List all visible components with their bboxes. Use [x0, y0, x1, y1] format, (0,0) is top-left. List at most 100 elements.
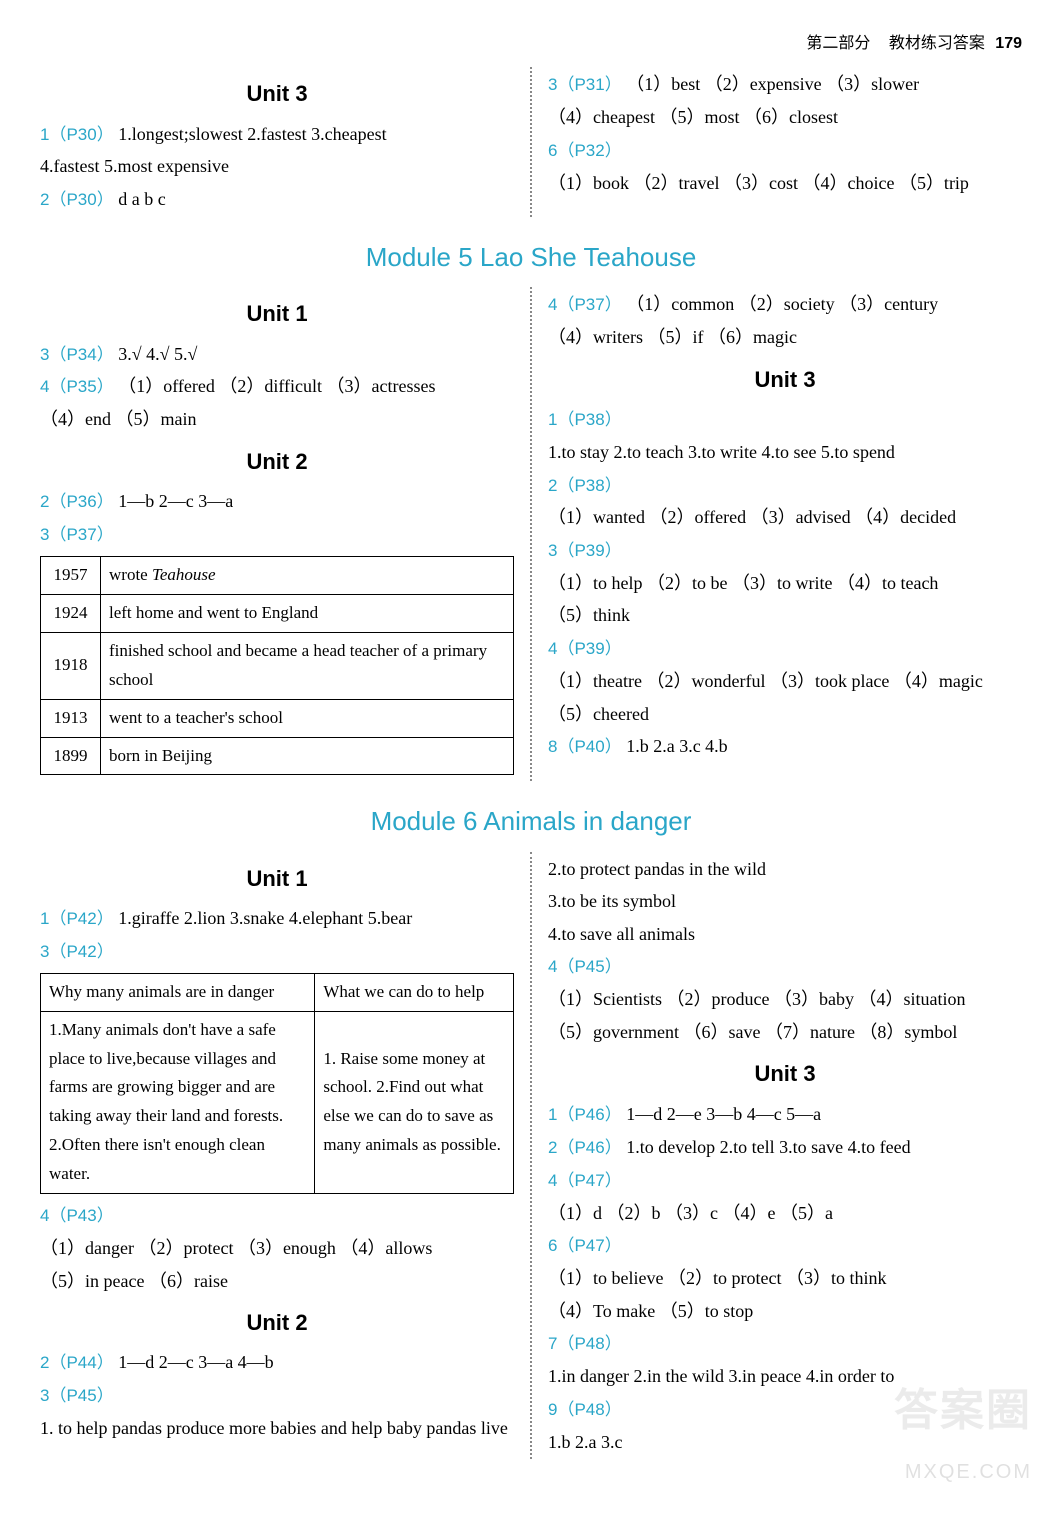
qref: 3（P45） [40, 1386, 114, 1405]
answer-text: 3.√ 4.√ 5.√ [118, 344, 197, 364]
qref: 4（P39） [548, 639, 622, 658]
qref: 6（P32） [548, 141, 622, 160]
qref: 4（P35） [40, 377, 114, 396]
m5-left: Unit 1 3（P34） 3.√ 4.√ 5.√ 4（P35） （1）offe… [40, 287, 514, 781]
m5-right: 4（P37） （1）common （2）society （3）century （… [548, 287, 1022, 781]
answer-text: （1）d （2）b （3）c （4）e （5）a [548, 1198, 1022, 1229]
answer-text: 1—d 2—e 3—b 4—c 5—a [626, 1104, 821, 1124]
qref: 4（P37） [548, 295, 622, 314]
answer-text: （1）best （2）expensive （3）slower [626, 74, 919, 94]
qref: 1（P42） [40, 909, 114, 928]
top-block: Unit 3 1（P30） 1.longest;slowest 2.fastes… [40, 67, 1022, 217]
answer-text: （5）cheered [548, 699, 1022, 730]
watermark-text: 答案圈 [894, 1374, 1032, 1449]
event-cell: born in Beijing [101, 737, 514, 775]
answer-text: 1. to help pandas produce more babies an… [40, 1413, 514, 1444]
qref: 9（P48） [548, 1400, 622, 1419]
answer-text: 1.longest;slowest 2.fastest 3.cheapest [118, 124, 386, 144]
answer-text: （5）government （6）save （7）nature （8）symbo… [548, 1017, 1022, 1048]
table-row: 1.Many animals don't have a safe place t… [41, 1011, 514, 1193]
answer-text: 1.giraffe 2.lion 3.snake 4.elephant 5.be… [118, 908, 412, 928]
qref: 3（P39） [548, 541, 622, 560]
table-row: 1913went to a teacher's school [41, 699, 514, 737]
year-cell: 1913 [41, 699, 101, 737]
m6-left: Unit 1 1（P42） 1.giraffe 2.lion 3.snake 4… [40, 852, 514, 1460]
m6-block: Unit 1 1（P42） 1.giraffe 2.lion 3.snake 4… [40, 852, 1022, 1460]
m5-block: Unit 1 3（P34） 3.√ 4.√ 5.√ 4（P35） （1）offe… [40, 287, 1022, 781]
answer-text: （4）end （5）main [40, 404, 514, 435]
answer-text: 1—d 2—c 3—a 4—b [118, 1352, 273, 1372]
table-row: 1899born in Beijing [41, 737, 514, 775]
section-label: 第二部分 [806, 35, 870, 52]
answer-text: 3.to be its symbol [548, 886, 1022, 917]
qref: 4（P45） [548, 957, 622, 976]
table-row: 1957wrote Teahouse [41, 557, 514, 595]
unit-title: Unit 2 [40, 443, 514, 480]
answer-text: （1）offered （2）difficult （3）actresses [118, 376, 435, 396]
column-divider [530, 287, 532, 781]
qref: 4（P43） [40, 1206, 114, 1225]
table-row: 1918finished school and became a head te… [41, 632, 514, 699]
unit-title: Unit 2 [40, 1304, 514, 1341]
answer-text: 4.to save all animals [548, 919, 1022, 950]
table-row: Why many animals are in danger What we c… [41, 973, 514, 1011]
qref: 2（P46） [548, 1138, 622, 1157]
qref: 7（P48） [548, 1334, 622, 1353]
answer-text: （1）to believe （2）to protect （3）to think [548, 1263, 1022, 1294]
qref: 8（P40） [548, 737, 622, 756]
qref: 2（P38） [548, 476, 622, 495]
event-cell: went to a teacher's school [101, 699, 514, 737]
qref: 3（P37） [40, 525, 114, 544]
event-cell: left home and went to England [101, 594, 514, 632]
answer-text: （4）cheapest （5）most （6）closest [548, 102, 1022, 133]
unit-title: Unit 1 [40, 295, 514, 332]
watermark-url: MXQE.COM [905, 1455, 1032, 1489]
column-divider [530, 852, 532, 1460]
module-title: Module 6 Animals in danger [40, 799, 1022, 843]
qref: 3（P34） [40, 345, 114, 364]
year-cell: 1957 [41, 557, 101, 595]
answer-text: （1）to help （2）to be （3）to write （4）to te… [548, 568, 1022, 599]
page-number: 179 [995, 35, 1022, 52]
answer-text: d a b c [118, 189, 165, 209]
answer-text: 1.to stay 2.to teach 3.to write 4.to see… [548, 437, 1022, 468]
animals-table: Why many animals are in danger What we c… [40, 973, 514, 1194]
title-label: 教材练习答案 [889, 35, 985, 52]
qref: 3（P42） [40, 942, 114, 961]
answer-text: （1）wanted （2）offered （3）advised （4）decid… [548, 502, 1022, 533]
qref: 2（P44） [40, 1353, 114, 1372]
top-left: Unit 3 1（P30） 1.longest;slowest 2.fastes… [40, 67, 514, 217]
unit-title: Unit 3 [40, 75, 514, 112]
answer-text: （1）Scientists （2）produce （3）baby （4）situ… [548, 984, 1022, 1015]
unit-title: Unit 3 [548, 361, 1022, 398]
year-cell: 1924 [41, 594, 101, 632]
page-header: 第二部分 教材练习答案 179 [40, 30, 1022, 57]
m6-right: 2.to protect pandas in the wild 3.to be … [548, 852, 1022, 1460]
teahouse-table: 1957wrote Teahouse 1924left home and wen… [40, 556, 514, 775]
answer-text: 4.fastest 5.most expensive [40, 151, 514, 182]
table-header: Why many animals are in danger [41, 973, 315, 1011]
event-cell: finished school and became a head teache… [101, 632, 514, 699]
qref: 1（P46） [548, 1105, 622, 1124]
unit-title: Unit 3 [548, 1055, 1022, 1092]
column-divider [530, 67, 532, 217]
answer-text: 1.to develop 2.to tell 3.to save 4.to fe… [626, 1137, 910, 1157]
table-header: What we can do to help [315, 973, 514, 1011]
answer-text: （5）think [548, 600, 1022, 631]
answer-text: （1）common （2）society （3）century [626, 294, 938, 314]
qref: 2（P30） [40, 190, 114, 209]
answer-text: （4）writers （5）if （6）magic [548, 322, 1022, 353]
qref: 4（P47） [548, 1171, 622, 1190]
answer-text: （1）book （2）travel （3）cost （4）choice （5）t… [548, 168, 1022, 199]
answer-text: 1—b 2—c 3—a [118, 491, 233, 511]
qref: 3（P31） [548, 75, 622, 94]
module-title: Module 5 Lao She Teahouse [40, 235, 1022, 279]
table-cell: 1.Many animals don't have a safe place t… [41, 1011, 315, 1193]
year-cell: 1899 [41, 737, 101, 775]
table-row: 1924left home and went to England [41, 594, 514, 632]
top-right: 3（P31） （1）best （2）expensive （3）slower （4… [548, 67, 1022, 217]
qref: 6（P47） [548, 1236, 622, 1255]
answer-text: （4）To make （5）to stop [548, 1296, 1022, 1327]
answer-text: 2.to protect pandas in the wild [548, 854, 1022, 885]
answer-text: （5）in peace （6）raise [40, 1266, 514, 1297]
